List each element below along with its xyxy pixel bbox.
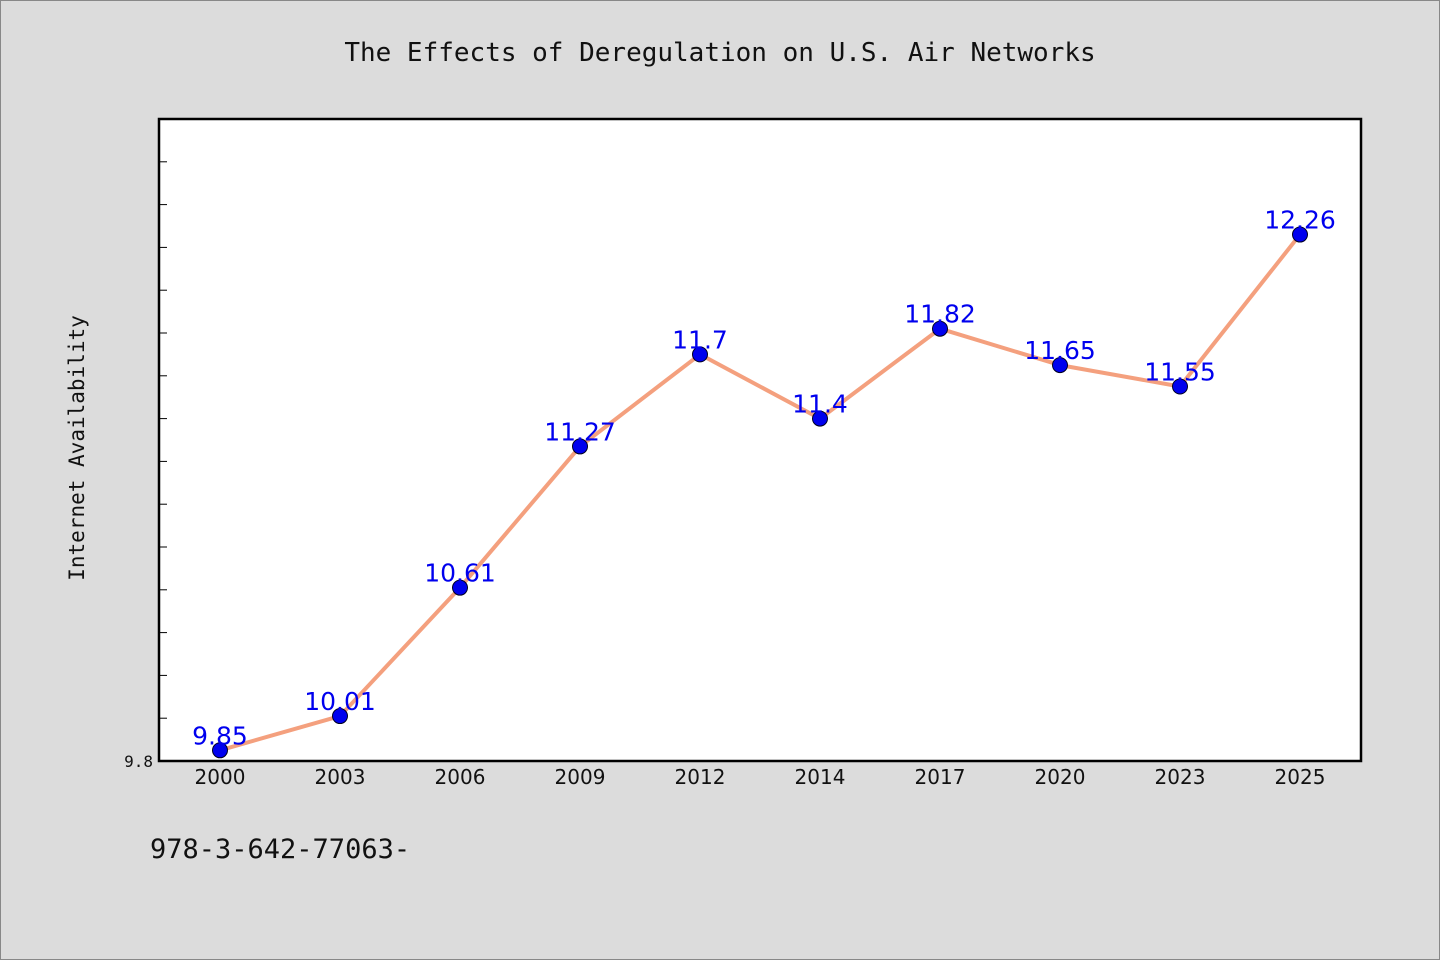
data-label: 12.26 — [1264, 206, 1336, 235]
x-tick-label: 2017 — [915, 765, 966, 789]
data-point — [212, 742, 228, 759]
x-tick-label: 2020 — [1035, 765, 1086, 789]
data-point — [572, 438, 588, 455]
data-label: 11.27 — [544, 417, 616, 446]
data-label: 10.61 — [424, 559, 496, 588]
data-label: 11.55 — [1144, 358, 1216, 387]
plot-area — [157, 117, 1363, 763]
data-point — [932, 320, 948, 337]
data-point — [332, 708, 348, 725]
data-point — [812, 410, 828, 427]
y-tick-label: 9.8 — [124, 752, 153, 771]
data-label: 10.01 — [304, 687, 376, 716]
data-label: 11.65 — [1024, 336, 1096, 365]
series-group: 9.85 10.01 10.61 11.27 11.7 11.4 11.82 11.65 11.… — [192, 206, 1336, 759]
y-axis-label: Internet Availability — [65, 315, 89, 581]
data-point — [1292, 226, 1308, 243]
isbn-text: 978-3-642-77063- — [150, 834, 411, 865]
data-point — [452, 579, 468, 596]
chart-title: The Effects of Deregulation on U.S. Air … — [344, 38, 1095, 68]
data-label: 11.82 — [904, 300, 976, 329]
x-tick-label: 2014 — [795, 765, 846, 789]
data-label: 11.7 — [672, 325, 728, 354]
axis-ticks: 9.8 2000 2003 2006 2009 2012 2014 2017 2020 2023 2… — [124, 118, 1326, 789]
x-tick-label: 2009 — [555, 765, 606, 789]
data-point — [1052, 357, 1068, 374]
x-tick-label: 2003 — [315, 765, 366, 789]
x-tick-label: 2000 — [195, 765, 246, 789]
x-tick-label: 2025 — [1275, 765, 1326, 789]
x-tick-label: 2023 — [1155, 765, 1206, 789]
data-label: 9.85 — [192, 721, 248, 750]
data-label: 11.4 — [792, 390, 848, 419]
data-point — [692, 346, 708, 363]
data-point — [1172, 378, 1188, 395]
x-tick-label: 2006 — [435, 765, 486, 789]
x-tick-label: 2012 — [675, 765, 726, 789]
series-line — [218, 232, 1302, 753]
